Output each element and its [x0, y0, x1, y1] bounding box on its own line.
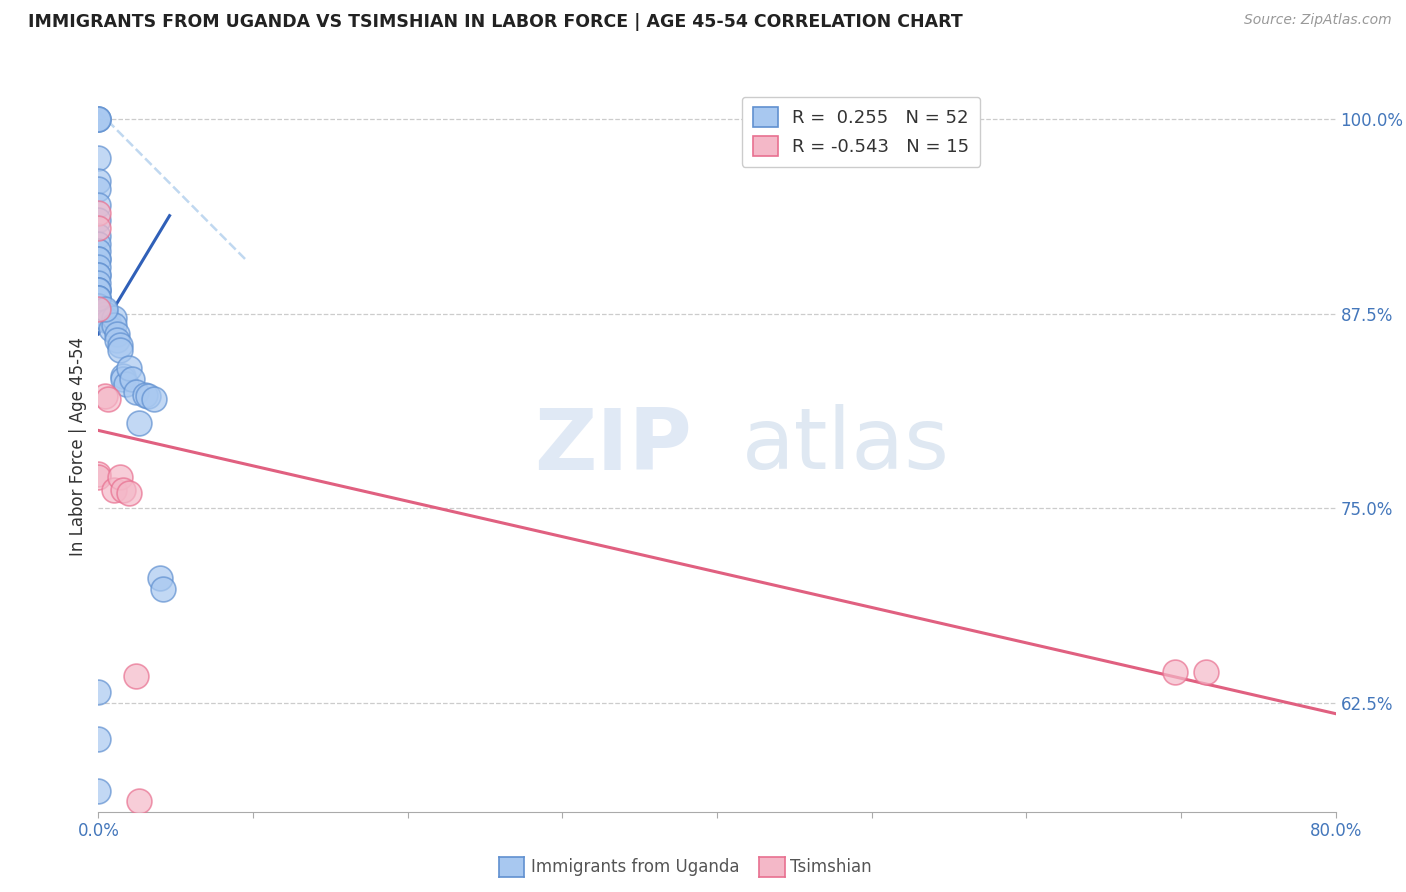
- Point: [112, 483, 135, 497]
- Text: Tsimshian: Tsimshian: [790, 858, 872, 876]
- Point: [87, 252, 110, 267]
- Point: [87, 284, 110, 298]
- Point: [87, 276, 110, 290]
- Point: [103, 318, 125, 332]
- Point: [87, 260, 110, 274]
- Point: [87, 244, 110, 259]
- Point: [87, 221, 110, 235]
- Point: [87, 228, 110, 243]
- Point: [136, 389, 159, 403]
- Point: [87, 784, 110, 798]
- Point: [152, 582, 174, 597]
- Point: [97, 392, 120, 407]
- Point: [87, 299, 110, 313]
- Point: [118, 361, 141, 376]
- Point: [121, 372, 143, 386]
- Point: [134, 387, 156, 401]
- Y-axis label: In Labor Force | Age 45-54: In Labor Force | Age 45-54: [69, 336, 87, 556]
- Point: [87, 205, 110, 219]
- Point: [108, 338, 131, 352]
- Point: [143, 392, 166, 407]
- Point: [87, 198, 110, 212]
- Legend: R =  0.255   N = 52, R = -0.543   N = 15: R = 0.255 N = 52, R = -0.543 N = 15: [742, 96, 980, 167]
- Point: [108, 343, 131, 357]
- Point: [1195, 665, 1218, 679]
- Point: [108, 470, 131, 484]
- Point: [87, 284, 110, 298]
- Point: [93, 311, 115, 326]
- Text: Immigrants from Uganda: Immigrants from Uganda: [531, 858, 740, 876]
- Point: [87, 284, 110, 298]
- Text: atlas: atlas: [742, 404, 950, 488]
- Point: [87, 268, 110, 282]
- Point: [87, 291, 110, 305]
- Text: IMMIGRANTS FROM UGANDA VS TSIMSHIAN IN LABOR FORCE | AGE 45-54 CORRELATION CHART: IMMIGRANTS FROM UGANDA VS TSIMSHIAN IN L…: [28, 13, 963, 31]
- Point: [87, 182, 110, 196]
- Point: [93, 307, 115, 321]
- Point: [87, 151, 110, 165]
- Point: [128, 416, 150, 430]
- Point: [87, 213, 110, 227]
- Point: [87, 268, 110, 282]
- Point: [118, 485, 141, 500]
- Point: [149, 571, 172, 585]
- Point: [93, 389, 115, 403]
- Point: [112, 372, 135, 386]
- Point: [87, 685, 110, 699]
- Point: [87, 299, 110, 313]
- Point: [87, 112, 110, 127]
- Point: [124, 384, 146, 399]
- Point: [105, 333, 128, 347]
- Point: [93, 301, 115, 316]
- Point: [87, 291, 110, 305]
- Point: [1164, 665, 1187, 679]
- Point: [103, 483, 125, 497]
- Point: [97, 314, 120, 328]
- Text: Source: ZipAtlas.com: Source: ZipAtlas.com: [1244, 13, 1392, 28]
- Point: [103, 311, 125, 326]
- Point: [87, 112, 110, 127]
- Point: [105, 326, 128, 341]
- Point: [100, 322, 122, 336]
- Point: [87, 291, 110, 305]
- Point: [93, 303, 115, 318]
- Point: [128, 794, 150, 808]
- Point: [87, 470, 110, 484]
- Point: [87, 174, 110, 188]
- Text: ZIP: ZIP: [534, 404, 692, 488]
- Point: [112, 368, 135, 383]
- Point: [87, 252, 110, 267]
- Point: [87, 301, 110, 316]
- Point: [124, 669, 146, 683]
- Point: [87, 467, 110, 481]
- Point: [115, 376, 138, 391]
- Point: [87, 731, 110, 746]
- Point: [87, 236, 110, 251]
- Point: [87, 112, 110, 127]
